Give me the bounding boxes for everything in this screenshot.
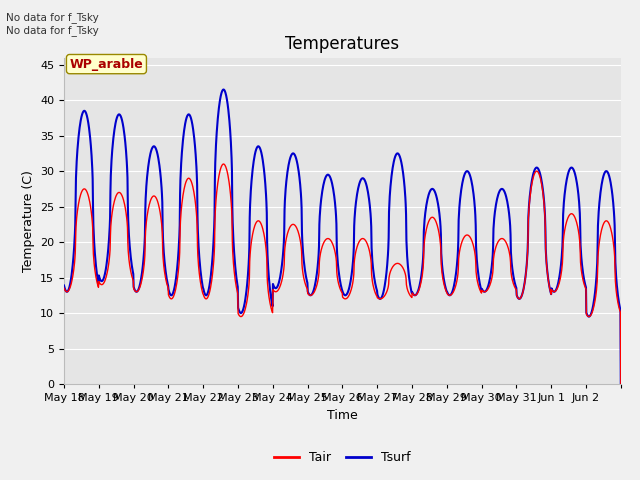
Text: No data for f_Tsky: No data for f_Tsky xyxy=(6,12,99,23)
Tsurf xyxy=(220,87,227,93)
Tair xyxy=(220,161,227,167)
Title: Temperatures: Temperatures xyxy=(285,35,399,53)
Tair xyxy=(610,245,618,251)
Tsurf xyxy=(556,273,563,279)
Tair xyxy=(60,285,68,291)
Text: WP_arable: WP_arable xyxy=(70,58,143,71)
Tair xyxy=(617,381,625,387)
Line: Tair: Tair xyxy=(64,164,621,384)
Tsurf xyxy=(328,180,336,186)
X-axis label: Time: Time xyxy=(327,408,358,421)
Tair xyxy=(328,240,336,246)
Tair xyxy=(317,246,325,252)
Line: Tsurf: Tsurf xyxy=(64,90,621,384)
Y-axis label: Temperature (C): Temperature (C) xyxy=(22,170,35,272)
Tair xyxy=(556,279,563,285)
Tsurf xyxy=(474,268,482,274)
Tsurf xyxy=(610,209,618,215)
Legend: Tair, Tsurf: Tair, Tsurf xyxy=(269,446,416,469)
Tsurf xyxy=(317,193,325,199)
Tsurf xyxy=(60,283,68,288)
Tsurf xyxy=(617,381,625,387)
Tair xyxy=(147,196,155,202)
Tsurf xyxy=(147,148,155,154)
Tair xyxy=(474,280,482,286)
Text: No data for f_Tsky: No data for f_Tsky xyxy=(6,25,99,36)
